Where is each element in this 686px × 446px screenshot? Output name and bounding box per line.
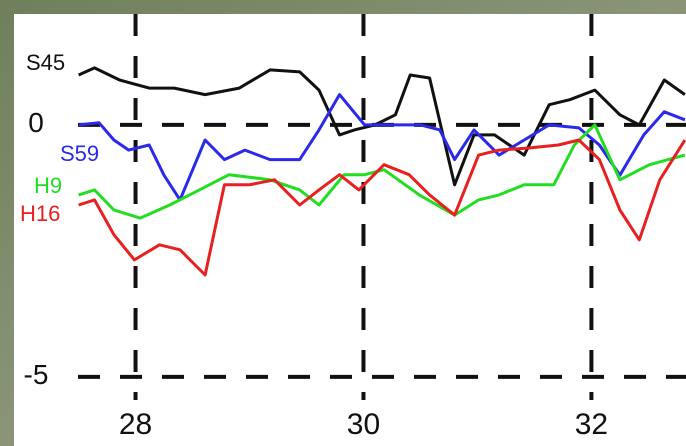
x-tick-label: 32 (575, 408, 608, 441)
series-line (78, 138, 686, 277)
x-tick-label: 28 (119, 408, 152, 441)
series-label: H9 (34, 173, 62, 198)
y-tick-label: -5 (24, 359, 49, 390)
series-label: H16 (20, 201, 60, 226)
series-line (77, 66, 686, 187)
y-tick-label: 0 (28, 107, 44, 138)
series-label: S59 (60, 141, 99, 166)
plot-area (14, 14, 686, 446)
x-tick-label: 30 (347, 408, 380, 441)
series-label: S45 (26, 50, 65, 75)
